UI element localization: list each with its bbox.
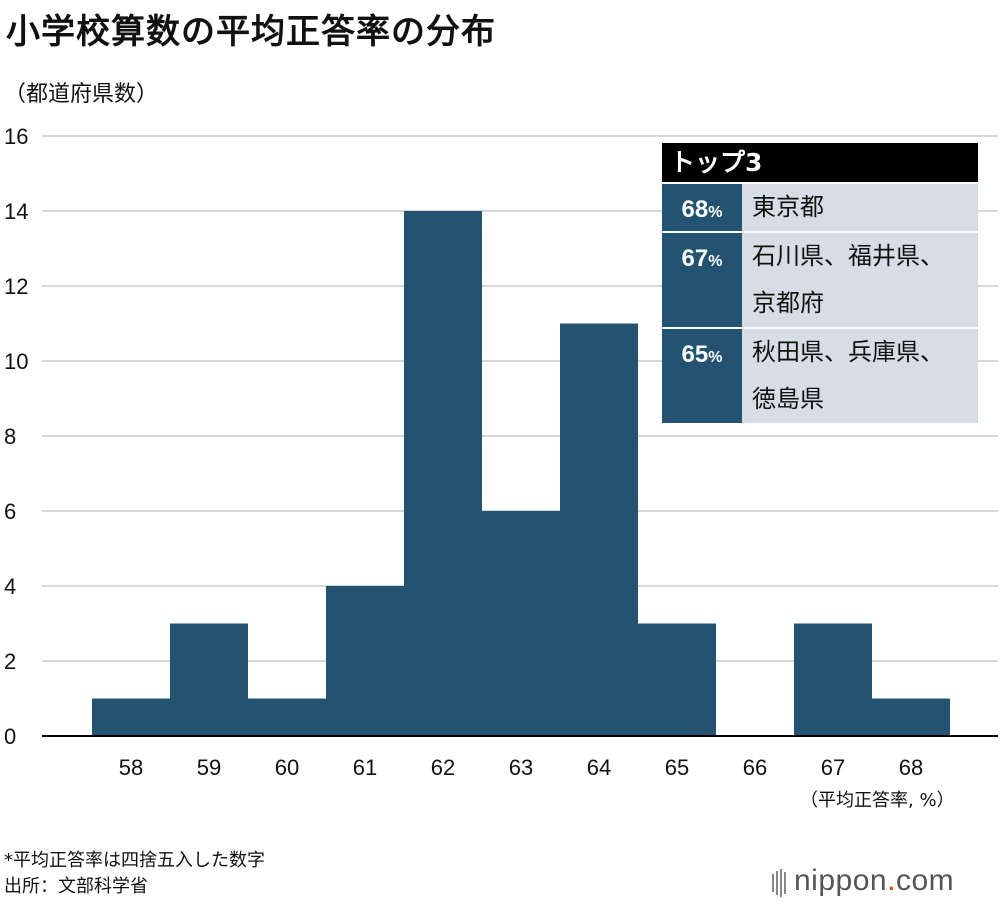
- y-tick-label: 2: [4, 649, 16, 674]
- histogram-chart: 0246810121416 58 59 60 61 62 63 64 65 66 67 68: [0, 0, 1000, 908]
- top3-pct: 68%: [662, 184, 742, 231]
- y-tick-label: 16: [4, 124, 28, 149]
- bar-64: [560, 324, 638, 737]
- y-tick-label: 14: [4, 199, 28, 224]
- bar-60: [248, 699, 326, 737]
- nippon-logo-mark: [772, 865, 788, 899]
- x-tick-label: 68: [899, 755, 923, 780]
- bar-63: [482, 511, 560, 736]
- y-tick-label: 10: [4, 349, 28, 374]
- top3-row: 65% 秋田県、兵庫県、 徳島県: [662, 327, 978, 423]
- source-note: 出所：文部科学省: [4, 872, 148, 898]
- top3-row: 67% 石川県、福井県、 京都府: [662, 231, 978, 327]
- nippon-logo: nippon.com: [772, 864, 954, 899]
- bar-59: [170, 624, 248, 737]
- x-tick-label: 62: [431, 755, 455, 780]
- x-axis-unit-label: （平均正答率, %）: [800, 786, 955, 812]
- y-tick-label: 6: [4, 499, 16, 524]
- top3-row: 68% 東京都: [662, 182, 978, 231]
- top3-names: 秋田県、兵庫県、 徳島県: [742, 329, 978, 423]
- top3-names: 東京都: [742, 184, 978, 231]
- footnote: *平均正答率は四捨五入した数字: [4, 846, 265, 872]
- x-tick-label: 63: [509, 755, 533, 780]
- bar-58: [92, 699, 170, 737]
- x-tick-label: 58: [119, 755, 143, 780]
- x-tick-label: 61: [353, 755, 377, 780]
- bar-65: [638, 624, 716, 737]
- x-tick-label: 60: [275, 755, 299, 780]
- x-tick-label: 64: [587, 755, 611, 780]
- top3-pct: 67%: [662, 233, 742, 327]
- x-ticks: 58 59 60 61 62 63 64 65 66 67 68: [119, 755, 923, 780]
- bar-67: [794, 624, 872, 737]
- y-tick-label: 8: [4, 424, 16, 449]
- x-tick-label: 59: [197, 755, 221, 780]
- top3-heading: トップ3: [662, 143, 978, 182]
- y-ticks: 0 2 4 6 8 10 12 14 16: [4, 124, 28, 749]
- top3-pct: 65%: [662, 329, 742, 423]
- top3-panel: トップ3 68% 東京都 67% 石川県、福井県、 京都府 65% 秋田県、兵庫県…: [662, 143, 978, 423]
- top3-names: 石川県、福井県、 京都府: [742, 233, 978, 327]
- x-tick-label: 65: [665, 755, 689, 780]
- y-tick-label: 12: [4, 274, 28, 299]
- x-tick-label: 66: [743, 755, 767, 780]
- y-tick-label: 4: [4, 574, 16, 599]
- bar-68: [872, 699, 950, 737]
- x-tick-label: 67: [821, 755, 845, 780]
- bar-62: [404, 211, 482, 736]
- bar-61: [326, 586, 404, 736]
- y-tick-label: 0: [4, 724, 16, 749]
